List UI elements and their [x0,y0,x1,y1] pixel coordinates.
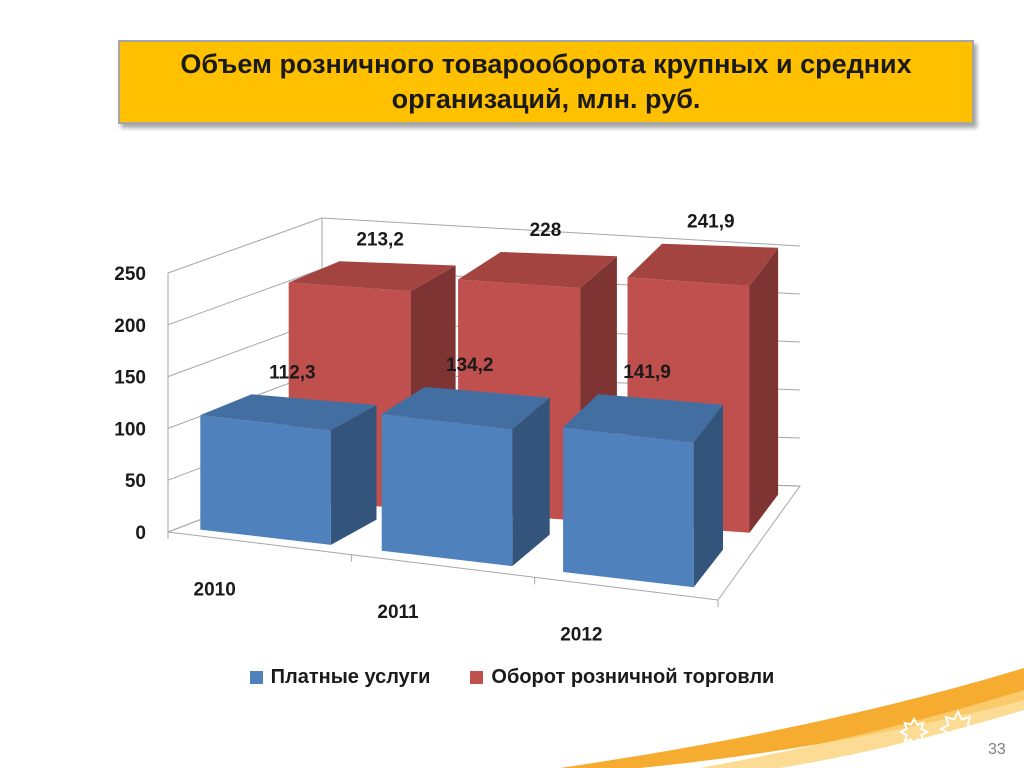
title-box: Объем розничного товарооборота крупных и… [118,40,974,124]
bar-front [563,427,694,588]
chart-title: Объем розничного товарооборота крупных и… [180,49,912,114]
data-label: 213,2 [356,229,404,250]
back-gridline [321,217,801,247]
bar-top [458,252,617,289]
bar-side [330,405,377,545]
data-label: 241,9 [687,212,735,233]
bar-side [693,404,723,588]
y-tick-label: 50 [125,471,146,492]
data-label: 134,2 [446,355,494,376]
bar-services-2010: 112,3 [200,362,377,545]
bar-top [381,386,550,430]
bar-services-2012: 141,9 [563,362,723,588]
star-icon [985,733,1017,765]
slide-number: 33 [988,741,1006,758]
x-category-label: 2012 [560,625,602,646]
bar-front [381,413,513,567]
y-tick-label: 150 [114,368,146,389]
legend-label-retail: Оборот розничной торговли [491,666,775,688]
legend-item-retail: Оборот розничной торговли [470,666,774,689]
y-tick-label: 250 [114,264,146,285]
side-gridline [167,268,323,326]
data-label: 112,3 [269,362,316,383]
bar-top [563,394,723,443]
legend-swatch-services [249,671,263,684]
star-icon [938,709,978,749]
bar-top [200,394,377,431]
legend: Платные услуги Оборот розничной торговли [0,666,1024,689]
data-label: 228 [530,220,562,241]
bar-top [627,243,779,286]
bar-top [288,261,456,292]
side-gridline [167,217,323,274]
data-label: 141,9 [623,362,671,383]
x-category-label: 2011 [377,602,419,623]
bar-services-2011: 134,2 [381,355,550,567]
legend-item-services: Платные услуги [249,666,431,689]
y-tick-label: 200 [114,316,146,337]
x-category-label: 2010 [194,579,236,600]
legend-label-services: Платные услуги [270,666,431,688]
y-tick-label: 100 [114,419,146,440]
bar-front [200,415,331,545]
legend-swatch-retail [470,671,484,684]
bar-side [749,247,779,533]
bar-side [512,397,550,567]
y-tick-label: 0 [135,523,146,544]
star-icon [898,716,930,748]
